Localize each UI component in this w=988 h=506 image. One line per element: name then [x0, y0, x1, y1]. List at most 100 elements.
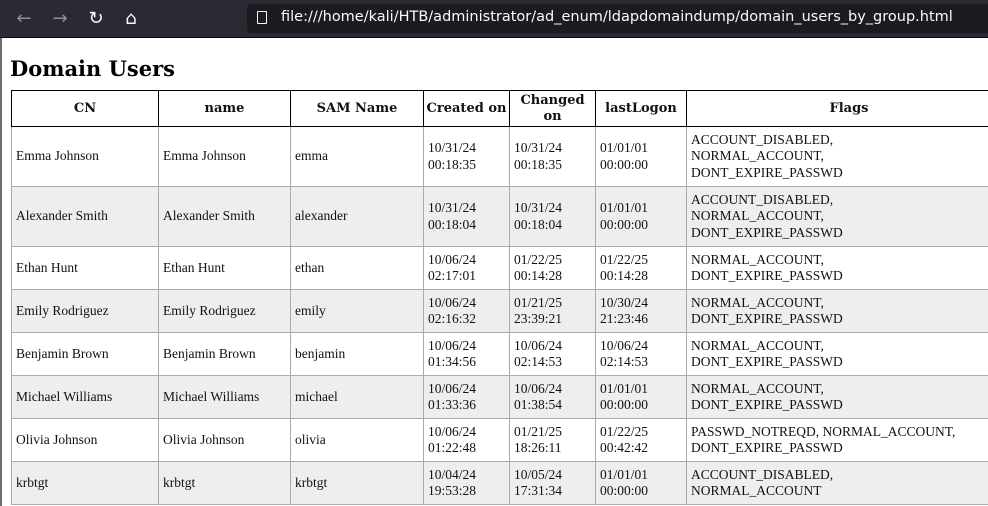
page-document-icon	[257, 11, 267, 24]
cell-flags-line: DONT_EXPIRE_PASSWD	[691, 440, 843, 455]
cell-flags: ACCOUNT_DISABLED, NORMAL_ACCOUNT, DONT_EXP…	[686, 126, 988, 187]
cell-cn: Olivia Johnson	[11, 418, 159, 462]
cell-name: Olivia Johnson	[158, 418, 291, 462]
cell-last-logon-line: 00:42:42	[600, 440, 649, 455]
cell-changed-on: 01/22/25 00:14:28	[509, 246, 596, 290]
cell-changed-on: 10/31/24 00:18:35	[509, 126, 596, 187]
back-arrow-icon[interactable]: ←	[16, 8, 32, 29]
cell-changed-on-line: 23:39:21	[514, 311, 563, 326]
cell-flags: ACCOUNT_DISABLED, NORMAL_ACCOUNT	[686, 461, 988, 505]
cell-flags-line: DONT_EXPIRE_PASSWD	[691, 354, 843, 369]
cell-created-on: 10/06/24 01:34:56	[423, 332, 510, 376]
cell-cn: Benjamin Brown	[11, 332, 159, 376]
cell-flags-line: NORMAL_ACCOUNT,	[691, 294, 824, 310]
cell-changed-on-line: 10/06/24	[514, 337, 563, 353]
cell-last-logon: 01/01/01 00:00:00	[595, 126, 687, 187]
table-row: Michael Williams Michael Williams michael 1…	[11, 375, 988, 419]
url-bar[interactable]: file:///home/kali/HTB/administrator/ad_e…	[247, 4, 988, 33]
table-row: Alexander Smith Alexander Smith alexander 1…	[11, 186, 988, 247]
cell-name: Emma Johnson	[158, 126, 291, 187]
cell-created-on-line: 00:18:35	[428, 156, 477, 172]
cell-created-on-line: 10/06/24	[428, 380, 477, 396]
cell-created-on: 10/06/24 02:16:32	[423, 289, 510, 333]
cell-flags: ACCOUNT_DISABLED, NORMAL_ACCOUNT, DONT_EXP…	[686, 186, 988, 247]
cell-cn: Michael Williams	[11, 375, 159, 419]
cell-name: Benjamin Brown	[158, 332, 291, 376]
cell-flags: NORMAL_ACCOUNT, DONT_EXPIRE_PASSWD	[686, 375, 988, 419]
cell-name: Emily Rodriguez	[158, 289, 291, 333]
cell-sam-name: olivia	[290, 418, 424, 462]
column-header-changed-on[interactable]: Changed on	[509, 90, 596, 127]
cell-last-logon: 10/30/24 21:23:46	[595, 289, 687, 333]
table-row: Olivia Johnson Olivia Johnson olivia 10/06/…	[11, 418, 988, 462]
cell-created-on-line: 02:16:32	[428, 311, 477, 326]
cell-last-logon: 01/01/01 00:00:00	[595, 186, 687, 247]
cell-created-on-line: 10/06/24	[428, 337, 477, 353]
cell-changed-on-line: 17:31:34	[514, 483, 563, 498]
cell-flags-line: NORMAL_ACCOUNT,	[691, 380, 824, 396]
reload-icon[interactable]: ↻	[88, 8, 104, 29]
cell-last-logon-line: 00:14:28	[600, 268, 649, 283]
cell-created-on: 10/04/24 19:53:28	[423, 461, 510, 505]
cell-created-on-line: 01:33:36	[428, 397, 477, 412]
cell-changed-on-line: 02:14:53	[514, 354, 563, 369]
cell-last-logon-line: 10/30/24	[600, 294, 649, 310]
cell-created-on-line: 00:18:04	[428, 216, 477, 232]
cell-last-logon: 01/22/25 00:42:42	[595, 418, 687, 462]
cell-sam-name: ethan	[290, 246, 424, 290]
column-header-sam-name[interactable]: SAM Name	[290, 90, 424, 127]
table-row: krbtgt krbtgt krbtgt 10/04/24 19:53:28 10/05/…	[11, 461, 988, 505]
column-header-name[interactable]: name	[158, 90, 291, 127]
cell-changed-on-line: 01/21/25	[514, 294, 563, 310]
cell-last-logon-line: 01/01/01	[600, 140, 649, 155]
cell-created-on: 10/31/24 00:18:35	[423, 126, 510, 187]
cell-created-on: 10/06/24 01:22:48	[423, 418, 510, 462]
cell-last-logon-line: 00:00:00	[600, 397, 649, 412]
cell-cn: Ethan Hunt	[11, 246, 159, 290]
cell-flags-line: NORMAL_ACCOUNT,	[691, 251, 824, 267]
browser-toolbar: ← → ↻ ⌂ file:///home/kali/HTB/administra…	[0, 0, 988, 38]
cell-changed-on-line: 00:18:35	[514, 156, 563, 172]
cell-sam-name: emma	[290, 126, 424, 187]
column-header-flags[interactable]: Flags	[686, 90, 988, 127]
cell-created-on: 10/06/24 01:33:36	[423, 375, 510, 419]
cell-changed-on-line: 10/31/24	[514, 200, 563, 215]
cell-flags: PASSWD_NOTREQD, NORMAL_ACCOUNT, DONT_EXPI…	[686, 418, 988, 462]
cell-sam-name: benjamin	[290, 332, 424, 376]
cell-sam-name: krbtgt	[290, 461, 424, 505]
cell-changed-on-line: 01/22/25	[514, 251, 563, 267]
cell-last-logon-line: 01/22/25	[600, 423, 649, 439]
cell-name: Ethan Hunt	[158, 246, 291, 290]
cell-flags-line: PASSWD_NOTREQD, NORMAL_ACCOUNT,	[691, 423, 956, 439]
cell-last-logon: 01/22/25 00:14:28	[595, 246, 687, 290]
column-header-created-on[interactable]: Created on	[423, 90, 510, 127]
cell-changed-on-line: 00:14:28	[514, 268, 563, 283]
cell-changed-on-line: 10/31/24	[514, 140, 563, 155]
cell-sam-name: emily	[290, 289, 424, 333]
table-row: Benjamin Brown Benjamin Brown benjamin 10/0…	[11, 332, 988, 376]
cell-name: krbtgt	[158, 461, 291, 505]
forward-arrow-icon[interactable]: →	[52, 8, 68, 29]
cell-cn: Emma Johnson	[11, 126, 159, 187]
cell-last-logon-line: 10/06/24	[600, 337, 649, 353]
cell-flags-line: NORMAL_ACCOUNT,	[691, 148, 824, 164]
column-header-last-logon[interactable]: lastLogon	[595, 90, 687, 127]
cell-changed-on: 01/21/25 18:26:11	[509, 418, 596, 462]
cell-changed-on: 10/06/24 02:14:53	[509, 332, 596, 376]
cell-created-on-line: 19:53:28	[428, 483, 477, 498]
cell-changed-on-line: 01/21/25	[514, 423, 563, 439]
column-header-cn[interactable]: CN	[11, 90, 159, 127]
home-icon[interactable]: ⌂	[125, 8, 137, 29]
cell-flags-line: DONT_EXPIRE_PASSWD	[691, 224, 843, 240]
cell-created-on-line: 10/06/24	[428, 423, 477, 439]
cell-last-logon-line: 02:14:53	[600, 354, 649, 369]
cell-created-on-line: 10/31/24	[428, 200, 477, 215]
cell-last-logon-line: 01/01/01	[600, 380, 649, 396]
cell-changed-on: 10/06/24 01:38:54	[509, 375, 596, 419]
url-text[interactable]: file:///home/kali/HTB/administrator/ad_e…	[281, 9, 953, 25]
cell-flags-line: DONT_EXPIRE_PASSWD	[691, 164, 843, 180]
cell-sam-name: michael	[290, 375, 424, 419]
cell-name: Alexander Smith	[158, 186, 291, 247]
cell-created-on-line: 01:22:48	[428, 440, 477, 455]
cell-last-logon: 01/01/01 00:00:00	[595, 461, 687, 505]
